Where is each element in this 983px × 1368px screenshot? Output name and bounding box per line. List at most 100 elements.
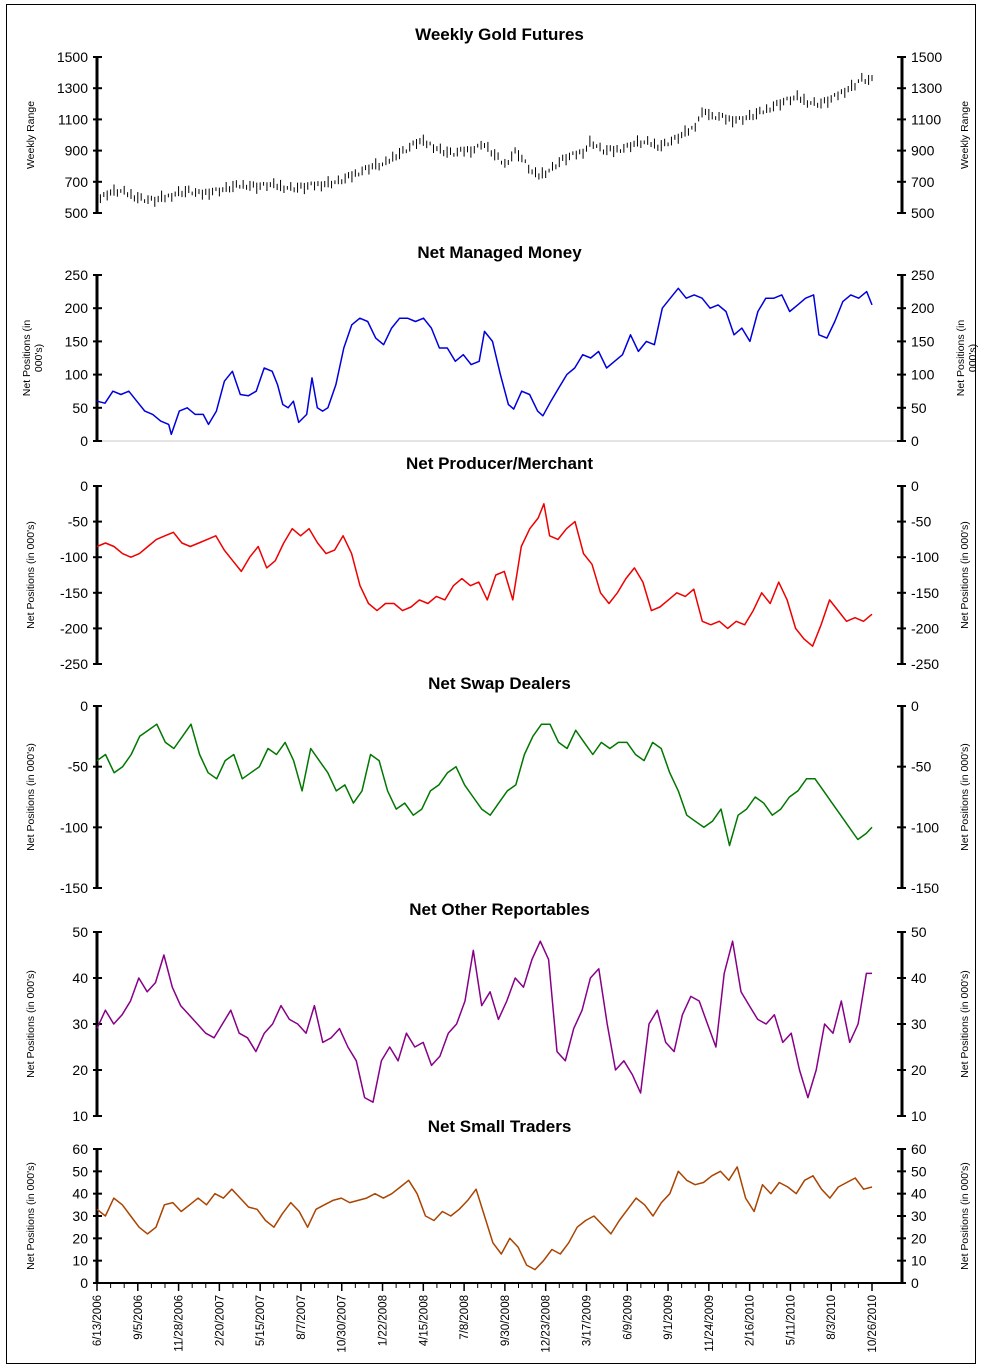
- right-tick-label: 1300: [911, 80, 942, 96]
- left-tick-label: 1300: [57, 80, 88, 96]
- left-tick-label: 40: [72, 970, 88, 986]
- left-tick-label: 0: [80, 433, 88, 449]
- left-tick-label: -250: [60, 656, 88, 672]
- right-tick-label: 500: [911, 205, 935, 221]
- left-tick-label: 0: [80, 478, 88, 494]
- left-axis-label: Net Positions (in 000's): [25, 521, 37, 629]
- left-tick-label: 0: [80, 698, 88, 714]
- right-tick-label: -100: [911, 549, 939, 565]
- right-tick-label: 50: [911, 1163, 927, 1179]
- right-tick-label: 40: [911, 970, 927, 986]
- left-tick-label: -50: [68, 759, 88, 775]
- x-tick-label: 5/11/2010: [785, 1295, 797, 1345]
- panel-title: Net Swap Dealers: [428, 674, 571, 693]
- right-tick-label: 30: [911, 1208, 927, 1224]
- right-tick-label: -250: [911, 656, 939, 672]
- left-tick-label: -100: [60, 549, 88, 565]
- left-axis-label: Net Positions (in 000's): [25, 1162, 37, 1270]
- left-tick-label: 50: [72, 1163, 88, 1179]
- panel-title: Net Other Reportables: [409, 900, 589, 919]
- series-line: [96, 1166, 873, 1271]
- panel-1: Weekly Gold Futures 500 500 700 700 900 900 110…: [25, 25, 971, 221]
- x-tick-label: 6/9/2009: [622, 1295, 634, 1340]
- right-axis-label: Net Positions (in000's): [955, 320, 979, 397]
- right-tick-label: 150: [911, 333, 935, 349]
- x-tick-label: 10/26/2010: [867, 1295, 879, 1353]
- left-tick-label: -100: [60, 819, 88, 835]
- right-axis-label: Weekly Range: [959, 101, 971, 169]
- left-tick-label: 60: [72, 1141, 88, 1157]
- panel-5: Net Other Reportables 10 10 20 20 30 30 40 40 50 5…: [25, 900, 971, 1124]
- panel-title: Net Producer/Merchant: [406, 454, 593, 473]
- series-line: [96, 287, 873, 436]
- x-tick-label: 1/22/2008: [378, 1295, 390, 1346]
- x-tick-label: 11/28/2006: [174, 1295, 186, 1352]
- panel-6: Net Small Traders 0 0 10 10 20 20 30 30 40 40 50 50 6…: [25, 1117, 971, 1291]
- x-tick-label: 9/1/2009: [663, 1295, 675, 1340]
- left-tick-label: 40: [72, 1186, 88, 1202]
- right-tick-label: -150: [911, 880, 939, 896]
- right-tick-label: 1500: [911, 49, 942, 65]
- left-tick-label: -200: [60, 620, 88, 636]
- panel-title: Weekly Gold Futures: [415, 25, 584, 44]
- right-tick-label: 250: [911, 267, 935, 283]
- right-tick-label: 0: [911, 1275, 919, 1291]
- right-tick-label: -50: [911, 759, 931, 775]
- x-tick-label: 9/5/2006: [133, 1295, 145, 1340]
- left-tick-label: 50: [72, 924, 88, 940]
- x-tick-label: 7/8/2008: [459, 1295, 471, 1340]
- left-tick-label: 30: [72, 1016, 88, 1032]
- right-tick-label: 20: [911, 1062, 927, 1078]
- left-tick-label: 200: [65, 300, 89, 316]
- x-tick-label: 9/30/2008: [500, 1295, 512, 1346]
- panel-title: Net Managed Money: [417, 243, 582, 262]
- right-tick-label: 1100: [911, 111, 941, 127]
- right-tick-label: -200: [911, 620, 939, 636]
- right-tick-label: 50: [911, 400, 927, 416]
- series-line: [96, 940, 872, 1103]
- left-tick-label: 100: [65, 367, 89, 383]
- panel-title: Net Small Traders: [428, 1117, 572, 1136]
- right-axis-label: Net Positions (in 000's): [959, 743, 971, 851]
- series-line: [96, 503, 873, 647]
- right-tick-label: 40: [911, 1186, 927, 1202]
- panel-4: Net Swap Dealers 0 0 -50 -50 -100 -100 -150 -150…: [25, 674, 971, 896]
- left-tick-label: -50: [68, 514, 88, 530]
- label-line: Net Positions (in: [955, 320, 967, 397]
- panel-3: Net Producer/Merchant 0 0 -50 -50 -100 -100 -15…: [25, 454, 971, 672]
- left-tick-label: 250: [65, 267, 89, 283]
- series-line: [96, 723, 873, 847]
- right-tick-label: -150: [911, 585, 939, 601]
- right-tick-label: 900: [911, 143, 935, 159]
- right-tick-label: 10: [911, 1108, 927, 1124]
- right-tick-label: -50: [911, 514, 931, 530]
- right-tick-label: 60: [911, 1141, 927, 1157]
- right-tick-label: 0: [911, 478, 919, 494]
- panel-2: Net Managed Money 0 0 50 50 100 100 150 150 200 20…: [21, 243, 979, 449]
- x-tick-label: 2/20/2007: [214, 1295, 226, 1346]
- left-tick-label: -150: [60, 585, 88, 601]
- left-axis-label: Net Positions (in 000's): [25, 970, 37, 1078]
- left-tick-label: 500: [65, 205, 89, 221]
- x-tick-label: 6/13/2006: [92, 1295, 104, 1346]
- x-tick-label: 8/7/2007: [296, 1295, 308, 1340]
- label-line: 000's): [33, 344, 45, 372]
- x-tick-label: 4/15/2008: [418, 1295, 430, 1346]
- x-tick-label: 10/30/2007: [337, 1295, 349, 1353]
- right-tick-label: 50: [911, 924, 927, 940]
- left-tick-label: 50: [72, 400, 88, 416]
- label-line: 000's): [967, 344, 979, 372]
- x-tick-label: 12/23/2008: [541, 1295, 553, 1353]
- right-axis-label: Net Positions (in 000's): [959, 970, 971, 1078]
- left-tick-label: 700: [65, 174, 89, 190]
- right-axis-label: Net Positions (in 000's): [959, 1162, 971, 1270]
- right-tick-label: 100: [911, 367, 935, 383]
- right-axis-label: Net Positions (in 000's): [959, 521, 971, 629]
- right-tick-label: 0: [911, 433, 919, 449]
- left-axis-label: Net Positions (in000's): [21, 320, 45, 397]
- chart-frame: [6, 4, 976, 1364]
- label-line: Net Positions (in: [21, 320, 33, 397]
- right-tick-label: 10: [911, 1253, 927, 1269]
- right-tick-label: 200: [911, 300, 935, 316]
- x-tick-label: 2/16/2010: [745, 1295, 757, 1346]
